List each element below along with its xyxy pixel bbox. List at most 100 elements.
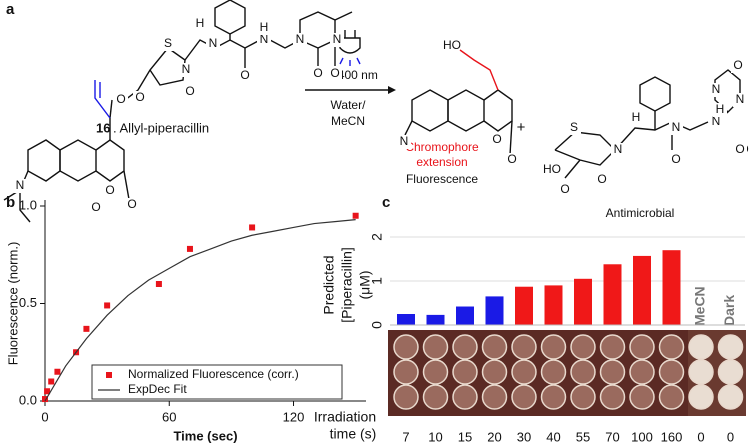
atom-bg: [179, 63, 193, 77]
atom-bg: [238, 69, 252, 83]
well: [540, 384, 567, 410]
bar: [456, 306, 474, 325]
atom-label: O: [185, 84, 194, 98]
x-tick-label: 120: [283, 409, 305, 424]
bar: [426, 314, 445, 325]
atom-label: N: [736, 92, 745, 106]
well: [540, 359, 567, 385]
atom-label: O: [671, 152, 680, 166]
atom-bg: [629, 111, 643, 125]
light-condition: λ = 400 nm: [318, 68, 378, 82]
well: [511, 384, 537, 410]
atom-bg: [505, 153, 519, 167]
atom-bg: [733, 93, 747, 107]
atom-label: N: [712, 114, 721, 128]
y-tick-label: 1: [369, 277, 385, 285]
data-point: [42, 396, 48, 403]
well: [481, 384, 508, 410]
y-axis-label: [Piperacillin]: [339, 247, 355, 322]
atom-bg: [330, 33, 344, 47]
atom-label: N: [16, 178, 25, 192]
atom-bg: [328, 67, 342, 81]
data-point: [352, 212, 359, 219]
well: [422, 359, 449, 385]
x-tick-label: 40: [546, 429, 560, 444]
y-tick-label: 0.5: [19, 295, 37, 310]
atom-label: S: [570, 120, 578, 134]
atom-bg: [257, 21, 271, 35]
lamp-icon: [339, 30, 361, 66]
atom-bg: [669, 121, 683, 135]
product1-structure: [404, 49, 513, 156]
atom-label: H: [632, 110, 641, 124]
well: [570, 384, 596, 410]
atom-bg: [13, 179, 27, 193]
legend-label: ExpDec Fit: [128, 382, 187, 396]
well: [540, 334, 567, 360]
well: [599, 384, 626, 410]
legend-box: [91, 364, 343, 400]
data-point: [249, 224, 256, 231]
well: [452, 384, 478, 410]
atom-label: O: [127, 197, 136, 211]
well: [629, 334, 655, 360]
atom-label: O: [135, 90, 144, 104]
atom-bg: [445, 39, 459, 53]
atom-label: O: [735, 142, 744, 156]
well: [393, 359, 419, 385]
data-point: [54, 368, 61, 375]
atom-bg: [193, 17, 207, 31]
x-tick-label: 10: [428, 429, 442, 444]
y-axis-label: (μM): [357, 270, 373, 299]
bar: [662, 250, 681, 325]
x-tick-label: 0: [697, 429, 704, 444]
panel-letter: b: [6, 194, 15, 211]
atom-bg: [114, 93, 128, 107]
well: [452, 334, 478, 360]
x-tick-label: 0: [41, 409, 48, 424]
plus-sign: +: [517, 119, 526, 136]
well: [658, 334, 685, 360]
well: [717, 384, 744, 410]
well: [599, 359, 626, 385]
atom-bg: [709, 115, 723, 129]
atom-label: O: [560, 182, 569, 196]
atom-label: HO: [443, 38, 461, 52]
well: [422, 384, 449, 410]
compound-number: 16: [96, 120, 110, 135]
atom-bg: [133, 91, 147, 105]
bar: [603, 264, 622, 325]
well: [629, 384, 655, 410]
data-point: [48, 378, 55, 385]
data-point: [44, 388, 51, 395]
y-axis-label: Fluorescence (norm.): [5, 242, 20, 366]
well: [452, 359, 478, 385]
x-tick-label: 7: [402, 429, 409, 444]
bar: [515, 286, 533, 325]
atom-bg: [731, 59, 745, 73]
atom-label: HO: [543, 162, 561, 176]
atom-label: O: [105, 183, 114, 197]
atom-label: O: [507, 152, 516, 166]
bar: [544, 285, 563, 325]
atom-label: N: [400, 134, 409, 148]
atom-bg: [397, 135, 411, 149]
atom-label: H: [716, 102, 725, 116]
product-label: Chromophore: [405, 140, 479, 154]
atom-label: N: [712, 82, 721, 96]
atom-bg: [747, 143, 750, 157]
well: [422, 334, 449, 360]
control-label: Dark: [721, 295, 737, 326]
well: [570, 334, 596, 360]
atom-label: N: [209, 36, 218, 50]
atom-bg: [611, 143, 625, 157]
well: [511, 359, 537, 385]
atom-bg: [183, 85, 197, 99]
atom-bg: [89, 201, 103, 215]
well: [717, 359, 744, 385]
atom-label: H: [196, 16, 205, 30]
data-point: [186, 245, 193, 252]
atom-label: O: [240, 68, 249, 82]
atom-bg: [125, 198, 139, 212]
